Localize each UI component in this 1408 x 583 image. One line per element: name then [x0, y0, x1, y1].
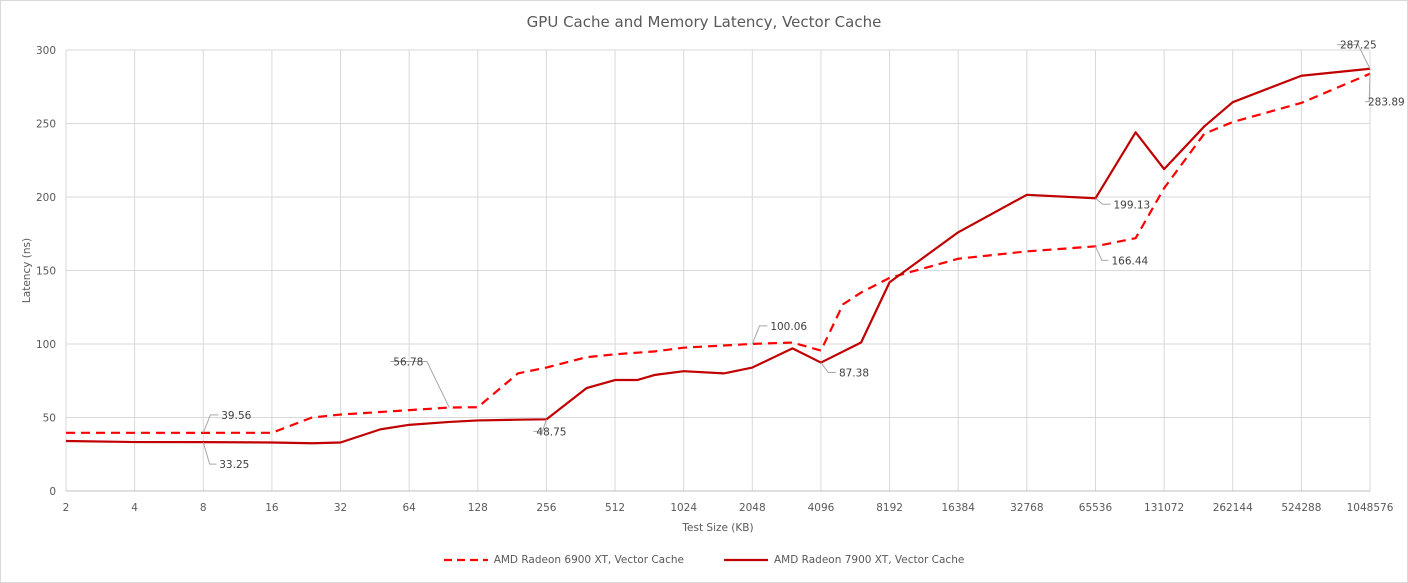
x-tick-label: 262144: [1213, 502, 1253, 514]
data-label: 100.06: [770, 321, 807, 333]
x-tick-label: 8: [200, 502, 207, 514]
y-tick-label: 0: [49, 486, 56, 498]
y-tick-label: 150: [36, 266, 56, 278]
data-label-leader: [1095, 246, 1109, 261]
x-tick-label: 16384: [942, 502, 976, 514]
y-axis-title: Latency (ns): [21, 238, 33, 303]
legend-item-7900xt: AMD Radeon 7900 XT, Vector Cache: [724, 554, 964, 566]
x-tick-label: 32: [334, 502, 347, 514]
data-label: 33.25: [219, 459, 249, 471]
legend-label: AMD Radeon 6900 XT, Vector Cache: [493, 554, 684, 566]
x-tick-label: 8192: [876, 502, 903, 514]
data-label-leader: [820, 362, 836, 374]
x-tick-label: 16: [265, 502, 279, 514]
series-line-7900xt: [65, 67, 1371, 445]
x-tick-label: 64: [402, 502, 416, 514]
x-tick-label: 128: [468, 502, 488, 514]
y-tick-label: 300: [36, 45, 56, 57]
x-tick-label: 524288: [1281, 502, 1321, 514]
data-label: 48.75: [536, 426, 566, 438]
data-label: 287.25: [1340, 40, 1377, 52]
x-tick-label: 1024: [670, 502, 697, 514]
data-label-leader: [1365, 73, 1371, 103]
data-label-leader: [1095, 197, 1111, 205]
x-tick-label: 1048576: [1347, 502, 1394, 514]
legend: AMD Radeon 6900 XT, Vector Cache AMD Rad…: [0, 554, 1408, 566]
x-tick-label: 65536: [1079, 502, 1113, 514]
chart-title: GPU Cache and Memory Latency, Vector Cac…: [526, 13, 882, 31]
y-tick-label: 250: [36, 119, 56, 131]
x-tick-label: 32768: [1010, 502, 1043, 514]
y-tick-label: 50: [43, 413, 56, 425]
data-label: 283.89: [1368, 97, 1405, 109]
legend-solid-line-swatch: [724, 558, 768, 562]
data-label-leader: [202, 414, 219, 434]
data-label: 199.13: [1113, 199, 1150, 211]
data-label: 166.44: [1111, 255, 1148, 267]
legend-label: AMD Radeon 7900 XT, Vector Cache: [774, 554, 965, 566]
series-line-6900xt: [66, 72, 1371, 434]
data-label: 39.56: [221, 410, 251, 422]
data-label-leader: [1337, 44, 1371, 69]
x-tick-label: 2048: [739, 502, 766, 514]
data-label: 87.38: [839, 368, 869, 380]
x-tick-label: 256: [536, 502, 556, 514]
x-axis-title: Test Size (KB): [681, 522, 753, 534]
x-tick-label: 2: [63, 502, 70, 514]
data-label-leader: [390, 361, 450, 408]
x-tick-label: 4096: [808, 502, 835, 514]
legend-dashed-line-swatch: [443, 558, 488, 562]
legend-item-6900xt: AMD Radeon 6900 XT, Vector Cache: [443, 554, 684, 566]
data-label-leader: [202, 441, 217, 465]
x-tick-label: 4: [131, 502, 138, 514]
y-tick-label: 200: [36, 192, 56, 204]
data-label-leader: [751, 325, 768, 345]
x-tick-label: 512: [605, 502, 625, 514]
x-tick-label: 131072: [1144, 502, 1184, 514]
data-label: 56.78: [393, 357, 423, 369]
data-label-leader: [533, 419, 547, 432]
y-tick-label: 100: [36, 339, 56, 351]
